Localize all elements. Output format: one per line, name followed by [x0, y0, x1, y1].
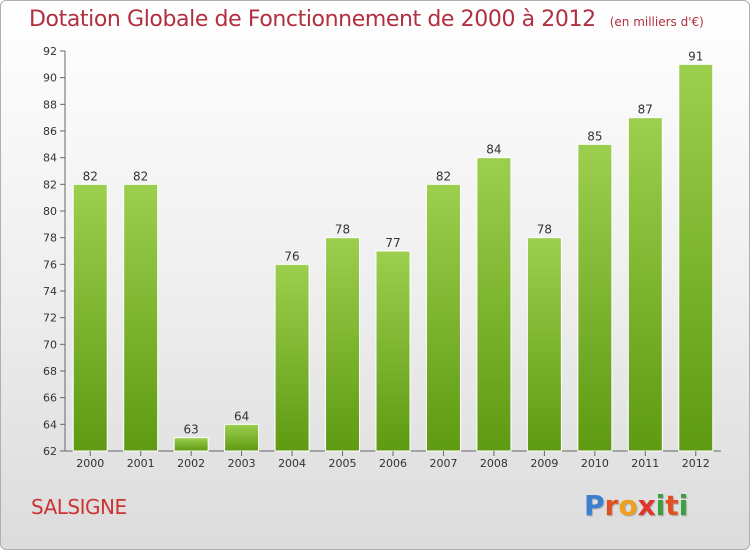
bar-2002	[173, 437, 209, 452]
value-label-2012: 91	[688, 49, 703, 63]
value-label-2009: 78	[537, 223, 552, 237]
y-tick-label: 78	[43, 232, 57, 245]
logo-letter: x	[637, 489, 656, 522]
value-label-2007: 82	[436, 169, 451, 183]
x-tick-label-2001: 2001	[127, 457, 155, 470]
bar-2006	[375, 250, 411, 452]
y-tick-label: 68	[43, 365, 57, 378]
logo-letter: r	[604, 489, 619, 522]
x-tick-label-2004: 2004	[278, 457, 306, 470]
bar-2000	[72, 183, 108, 452]
place-name: SALSIGNE	[31, 495, 127, 519]
y-tick-label: 90	[43, 72, 57, 85]
logo-letter: P	[584, 489, 605, 522]
bar-2010	[577, 143, 613, 452]
value-label-2001: 82	[133, 169, 148, 183]
x-tick-label-2008: 2008	[480, 457, 508, 470]
bar-2008	[476, 157, 512, 452]
value-label-2010: 85	[587, 129, 602, 143]
value-label-2006: 77	[385, 236, 400, 250]
x-tick-label-2003: 2003	[228, 457, 256, 470]
chart-subtitle: (en milliers d'€)	[609, 15, 704, 29]
x-tick-label-2012: 2012	[682, 457, 710, 470]
y-tick-label: 74	[43, 285, 57, 298]
chart-title: Dotation Globale de Fonctionnement de 20…	[29, 7, 704, 32]
chart-title-text: Dotation Globale de Fonctionnement de 20…	[29, 7, 596, 32]
value-label-2011: 87	[638, 103, 653, 117]
bar-2005	[325, 237, 361, 452]
bar-2003	[224, 423, 260, 452]
logo-letter: i	[655, 489, 666, 522]
x-tick-label-2000: 2000	[76, 457, 104, 470]
y-tick-label: 62	[43, 445, 57, 458]
y-tick-label: 70	[43, 338, 57, 351]
y-tick-label: 72	[43, 312, 57, 325]
value-label-2003: 64	[234, 409, 249, 423]
x-tick-label-2006: 2006	[379, 457, 407, 470]
y-tick-label: 80	[43, 205, 57, 218]
bar-2011	[627, 117, 663, 452]
y-tick-label: 86	[43, 125, 57, 138]
x-tick-label-2010: 2010	[581, 457, 609, 470]
y-tick-label: 84	[43, 152, 57, 165]
bar-2009	[526, 237, 562, 452]
x-tick-label-2009: 2009	[530, 457, 558, 470]
value-label-2008: 84	[486, 143, 501, 157]
value-label-2002: 63	[184, 423, 199, 437]
bar-2012	[678, 63, 714, 452]
logo-letter: i	[678, 489, 689, 522]
bar-2007	[425, 183, 461, 452]
value-label-2005: 78	[335, 223, 350, 237]
x-tick-label-2005: 2005	[329, 457, 357, 470]
y-tick-label: 76	[43, 258, 57, 271]
x-tick-label-2002: 2002	[177, 457, 205, 470]
value-label-2004: 76	[284, 249, 299, 263]
x-tick-label-2007: 2007	[429, 457, 457, 470]
y-tick-label: 66	[43, 392, 57, 405]
logo-letter: t	[665, 489, 679, 522]
y-tick-label: 92	[43, 45, 57, 58]
bar-2001	[123, 183, 159, 452]
bar-2004	[274, 263, 310, 452]
y-tick-label: 88	[43, 98, 57, 111]
y-tick-label: 64	[43, 418, 57, 431]
x-tick-label-2011: 2011	[631, 457, 659, 470]
y-tick-label: 82	[43, 178, 57, 191]
value-label-2000: 82	[83, 169, 98, 183]
logo-letter: o	[618, 489, 638, 522]
proxiti-logo: Proxiti	[584, 489, 688, 522]
